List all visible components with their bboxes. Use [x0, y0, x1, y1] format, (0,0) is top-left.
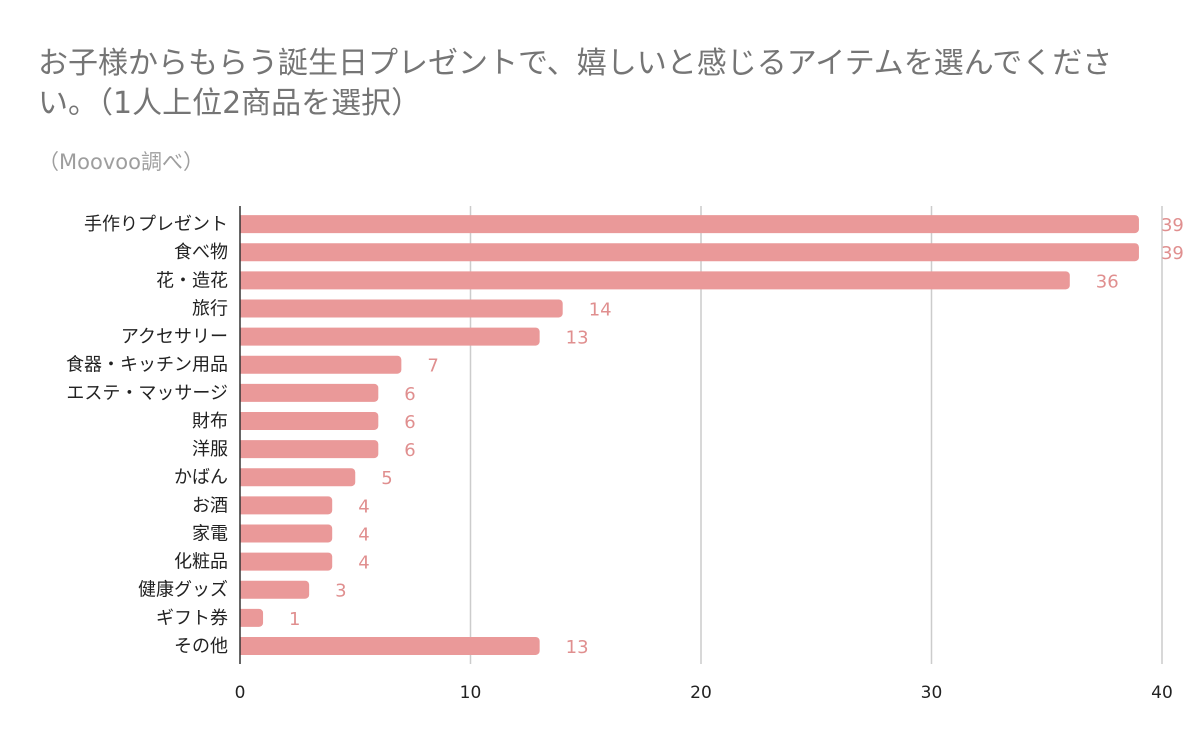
data-label: 14	[589, 299, 612, 320]
chart-subtitle: （Moovoo調べ）	[38, 150, 204, 174]
data-label: 36	[1096, 271, 1119, 292]
data-label: 39	[1161, 243, 1184, 264]
data-label: 4	[358, 524, 369, 545]
data-label: 4	[358, 496, 369, 517]
bar	[240, 496, 333, 515]
category-label: 洋服	[192, 439, 228, 460]
chart-title: お子様からもらう誕生日プレゼントで、嬉しいと感じるアイテムを選んでください。（1…	[38, 46, 1113, 121]
bar	[240, 636, 540, 655]
bar	[240, 580, 310, 599]
bar	[240, 299, 563, 318]
data-label: 4	[358, 553, 369, 574]
data-label: 13	[566, 328, 589, 349]
x-tick-label: 10	[460, 683, 482, 703]
category-label: 化粧品	[174, 552, 228, 573]
x-tick-label: 40	[1151, 683, 1173, 703]
category-label: 食器・キッチン用品	[66, 355, 228, 376]
x-tick-label: 20	[690, 683, 712, 703]
category-label: 食べ物	[174, 242, 228, 263]
bar	[239, 411, 379, 430]
data-label: 6	[404, 440, 415, 461]
data-label: 3	[335, 581, 346, 602]
data-label: 6	[404, 412, 415, 433]
bar	[239, 440, 379, 459]
category-label: エステ・マッサージ	[66, 383, 228, 404]
bar	[239, 243, 1139, 262]
category-label: その他	[174, 636, 228, 657]
bar	[240, 468, 356, 487]
category-label: 花・造花	[156, 270, 228, 291]
data-label: 6	[404, 384, 415, 405]
bar	[239, 608, 264, 627]
category-label: ギフト券	[156, 608, 228, 629]
bar	[240, 524, 333, 543]
category-label: 旅行	[192, 298, 228, 319]
bar	[240, 552, 333, 571]
x-tick-label: 0	[235, 683, 246, 703]
category-label: 財布	[192, 411, 228, 432]
data-label: 13	[566, 637, 589, 658]
category-label: アクセサリー	[121, 327, 228, 348]
category-label: 手作りプレゼント	[84, 214, 228, 235]
data-label: 7	[427, 356, 438, 377]
data-label: 39	[1161, 215, 1184, 236]
category-label: 家電	[192, 523, 228, 544]
category-label: かばん	[174, 467, 228, 488]
category-label: 健康グッズ	[138, 580, 228, 601]
bar	[240, 271, 1070, 290]
category-label: お酒	[192, 495, 228, 516]
bar	[239, 383, 379, 402]
bar	[240, 327, 540, 346]
x-tick-label: 30	[921, 683, 943, 703]
bar	[240, 355, 402, 374]
data-label: 5	[381, 468, 392, 489]
bar	[239, 215, 1139, 234]
data-label: 1	[289, 609, 300, 630]
